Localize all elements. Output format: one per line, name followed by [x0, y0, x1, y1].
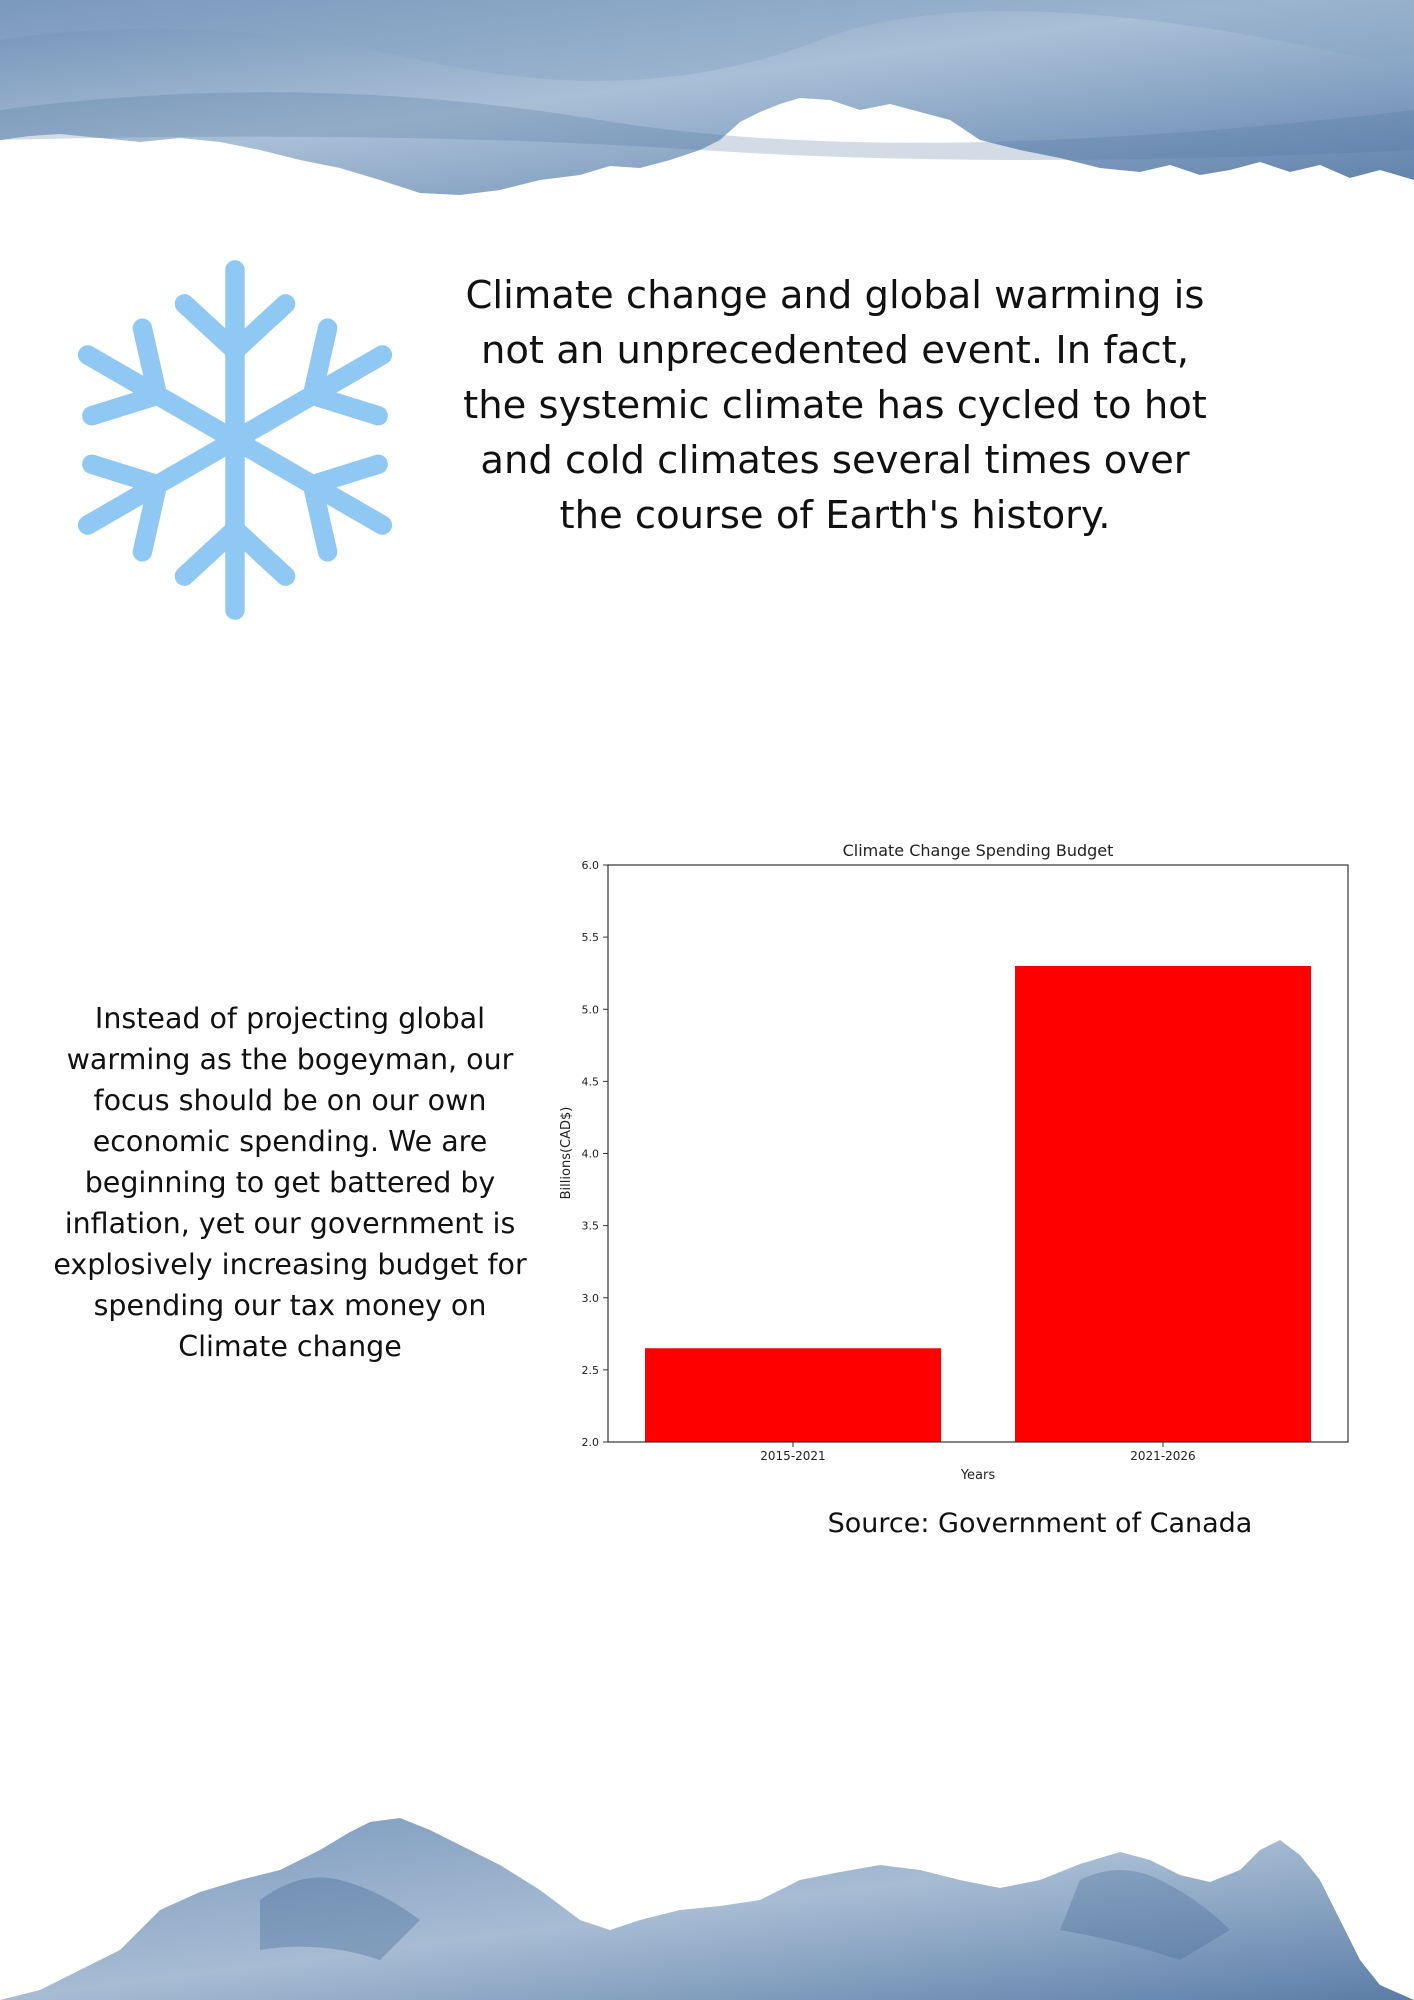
y-tick-label: 3.0 — [582, 1292, 600, 1305]
intro-paragraph: Climate change and global warming is not… — [463, 273, 1207, 538]
x-tick-label: 2021-2026 — [1130, 1449, 1195, 1463]
y-tick-label: 6.0 — [582, 859, 600, 872]
bar-2015-2021 — [645, 1348, 941, 1442]
chart-title: Climate Change Spending Budget — [843, 841, 1114, 860]
side-paragraph: Instead of projecting global warming as … — [53, 1002, 527, 1363]
bottom-watercolor-mountains — [0, 1818, 1414, 2000]
bar-2021-2026 — [1015, 965, 1311, 1442]
plot-frame — [607, 864, 1349, 1443]
x-axis-label: Years — [960, 1468, 996, 1483]
budget-bar-chart: Climate Change Spending Budget 2.0 2.5 3.0… — [559, 841, 1349, 1483]
y-tick-label: 3.5 — [582, 1220, 600, 1233]
y-tick-label: 4.0 — [582, 1148, 600, 1161]
y-tick-label: 5.5 — [582, 931, 600, 944]
top-watercolor-band — [0, 0, 1414, 195]
y-tick-label: 2.5 — [582, 1364, 600, 1377]
y-axis-label: Billions(CAD$) — [559, 1107, 574, 1200]
source-caption: Source: Government of Canada — [827, 1508, 1253, 1539]
y-tick-label: 2.0 — [582, 1436, 600, 1449]
y-tick-label: 5.0 — [582, 1003, 600, 1016]
x-tick-label: 2015-2021 — [760, 1449, 825, 1463]
y-tick-label: 4.5 — [582, 1075, 600, 1088]
snowflake-icon — [60, 260, 410, 630]
